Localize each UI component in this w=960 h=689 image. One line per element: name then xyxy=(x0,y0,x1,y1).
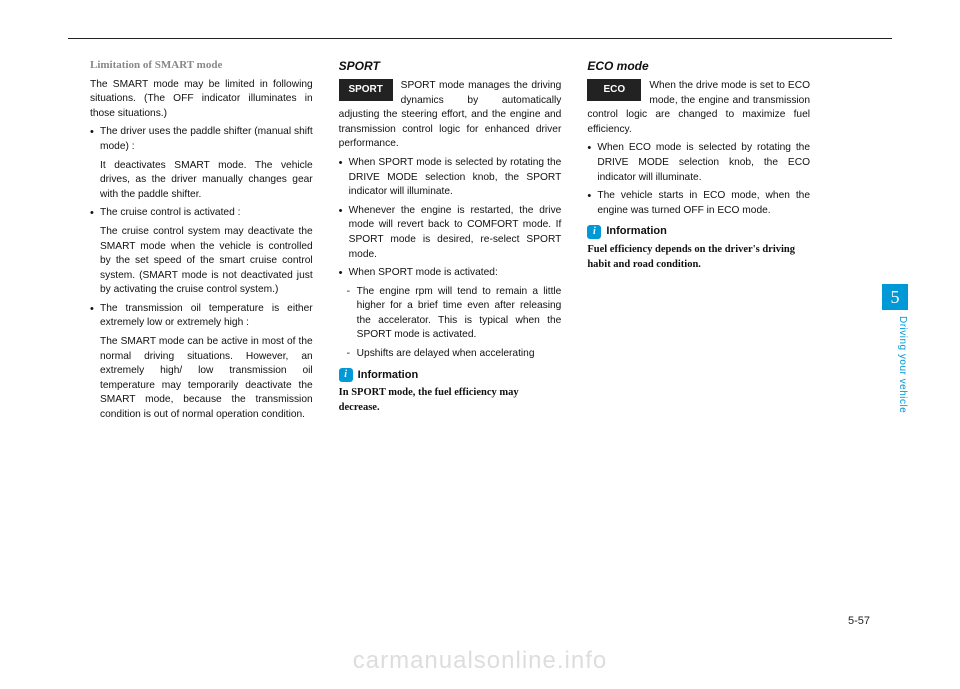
col1-bullet-1: The driver uses the paddle shifter (manu… xyxy=(90,125,313,154)
col2-info-row: i Information xyxy=(339,368,562,384)
info-icon: i xyxy=(587,225,601,239)
page-content: Limitation of SMART mode The SMART mode … xyxy=(90,58,810,426)
col1-subhead: Limitation of SMART mode xyxy=(90,58,313,74)
top-rule xyxy=(68,38,892,39)
info-icon: i xyxy=(339,368,353,382)
chapter-label: Driving your vehicle xyxy=(882,316,908,456)
col2-dash-2: Upshifts are delayed when accelerating xyxy=(339,347,562,362)
col1-bullet-3-desc: The SMART mode can be active in most of … xyxy=(90,335,313,422)
col3-info-text: Fuel efficiency depends on the driver's … xyxy=(587,242,810,272)
col3-info-label: Information xyxy=(606,224,667,240)
watermark: carmanualsonline.info xyxy=(0,647,960,675)
col2-bullet-3: When SPORT mode is activated: xyxy=(339,266,562,281)
col1-bullet-1-desc: It deactivates SMART mode. The vehicle d… xyxy=(90,159,313,203)
eco-badge: ECO xyxy=(587,79,641,101)
col3-bullet-1: When ECO mode is selected by rotating th… xyxy=(587,141,810,185)
col1-bullet-2: The cruise control is activated : xyxy=(90,206,313,221)
col2-title: SPORT xyxy=(339,58,562,75)
col3-intro-wrap: ECO When the drive mode is set to ECO mo… xyxy=(587,79,810,141)
col2-dash-1: The engine rpm will tend to remain a lit… xyxy=(339,285,562,343)
col2-bullet-2: Whenever the engine is restarted, the dr… xyxy=(339,204,562,262)
column-2: SPORT SPORT SPORT mode manages the drivi… xyxy=(339,58,562,426)
col1-intro: The SMART mode may be limited in followi… xyxy=(90,78,313,122)
col1-bullet-3: The transmission oil temperature is eith… xyxy=(90,302,313,331)
col2-info-text: In SPORT mode, the fuel efficiency may d… xyxy=(339,385,562,415)
col3-bullet-2: The vehicle starts in ECO mode, when the… xyxy=(587,189,810,218)
sport-badge: SPORT xyxy=(339,79,393,101)
col2-intro-wrap: SPORT SPORT mode manages the driving dyn… xyxy=(339,79,562,156)
column-3: ECO mode ECO When the drive mode is set … xyxy=(587,58,810,426)
col3-info-row: i Information xyxy=(587,224,810,240)
col2-bullet-1: When SPORT mode is selected by rotating … xyxy=(339,156,562,200)
column-1: Limitation of SMART mode The SMART mode … xyxy=(90,58,313,426)
col1-bullet-2-desc: The cruise control system may deactivate… xyxy=(90,225,313,298)
chapter-tab: 5 xyxy=(882,284,908,310)
col2-info-label: Information xyxy=(358,368,419,384)
page-number: 5-57 xyxy=(848,615,870,627)
col3-title: ECO mode xyxy=(587,58,810,75)
